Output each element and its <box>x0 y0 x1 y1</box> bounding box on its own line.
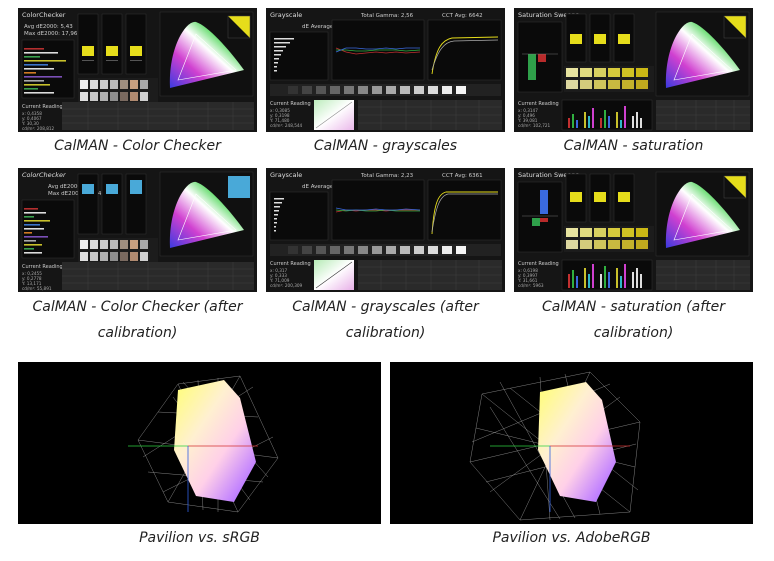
reading-Y: Y: 71,480 <box>269 118 290 123</box>
reading-luminance: cd/m²: 208,812 <box>22 126 55 131</box>
current-reading-label: Current Reading <box>518 261 559 267</box>
reading-luminance: cd/m²: 248,544 <box>270 123 303 128</box>
reading-y: y: 0,3997 <box>518 273 538 278</box>
max-de-label: Max dE2000: 10,04 <box>48 191 102 197</box>
cct-average-label: CCT Avg: 6361 <box>442 173 483 179</box>
reading-Y: Y: 31,661 <box>517 278 538 283</box>
de-average-label: dE Average: 3,18 <box>302 24 350 30</box>
gamut-image-srgb[interactable] <box>18 362 381 524</box>
thumbnail-colorchecker[interactable]: ColorChecker Avg dE2000: 5,43 Max dE2000… <box>18 8 257 132</box>
reading-y: y: 0,496 <box>518 113 535 118</box>
reading-y: y: 0,3198 <box>270 113 290 118</box>
reading-x: x: 0,3085 <box>270 108 290 113</box>
grayscale-swatches <box>270 84 501 96</box>
cie-chromaticity-diagram <box>655 171 750 257</box>
caption-color-checker: CalMAN - Color Checker <box>54 138 221 154</box>
panel-title: Saturation Sweeps <box>518 171 580 179</box>
avg-de-label: Avg dE2000: 5,43 <box>24 24 73 30</box>
cie-mini <box>314 100 354 130</box>
data-table <box>358 260 502 290</box>
panel-title: Grayscale <box>270 171 302 179</box>
swatch-grid <box>78 78 158 104</box>
thumbnail-colorchecker-after[interactable]: ColorChecker Avg dE2000: 5,7 Max dE2000:… <box>18 168 257 292</box>
total-gamma-label: Total Gamma: 2,56 <box>360 13 414 19</box>
thumbnail-grayscale[interactable]: Grayscale dE Average: 3,18 Total Gamma: … <box>266 8 505 132</box>
reading-y: y: 0,4067 <box>22 116 42 121</box>
swatch-grid <box>78 238 158 264</box>
current-reading-label: Current Reading <box>270 261 311 267</box>
data-table <box>62 102 254 130</box>
cct-average-label: CCT Avg: 6642 <box>442 13 483 19</box>
reading-luminance: cd/m²: 200,309 <box>270 283 303 288</box>
caption-saturation-after: CalMAN - saturation (after calibration) <box>542 299 725 341</box>
reading-x: x: 0,4358 <box>22 111 42 116</box>
gamma-chart <box>431 36 499 75</box>
cie-chromaticity-diagram <box>159 171 254 257</box>
caption-grayscales: CalMAN - grayscales <box>313 138 458 154</box>
reading-luminance: cd/m²: 102,721 <box>518 123 551 128</box>
de-average-label: dE Average: 1,14 <box>302 184 350 190</box>
panel-title: Saturation Sweeps <box>518 11 580 19</box>
grayscale-swatches <box>270 244 501 256</box>
reading-x: x: 0,317 <box>270 268 288 273</box>
caption-pavilion-vs-srgb: Pavilion vs. sRGB <box>139 530 260 546</box>
saturation-swatches <box>564 226 654 252</box>
caption-pavilion-vs-adobergb: Pavilion vs. AdobeRGB <box>492 530 651 546</box>
de-bars <box>274 38 294 72</box>
solid-gamut <box>174 380 256 502</box>
saturation-de-bars <box>561 99 653 131</box>
data-table <box>62 262 254 290</box>
current-reading-label: Current Reading <box>518 101 559 107</box>
caption-grayscales-after: CalMAN - grayscales (after calibration) <box>292 299 479 341</box>
saturation-swatches <box>564 66 654 92</box>
solid-gamut <box>538 382 616 502</box>
reading-luminance: cd/m²: 5963 <box>518 283 544 288</box>
reading-luminance: cd/m²: 55,891 <box>22 286 52 291</box>
saturation-de-bars <box>561 259 653 291</box>
current-reading-label: Current Reading <box>22 264 63 270</box>
data-table <box>656 100 750 130</box>
color-swatch <box>82 46 94 56</box>
current-reading-label: Current Reading <box>22 104 63 110</box>
caption-color-checker-after: CalMAN - Color Checker (after calibratio… <box>32 299 243 341</box>
caption-saturation: CalMAN - saturation <box>563 138 704 154</box>
reading-Y: Y: 71,009 <box>269 278 290 283</box>
reading-Y: Y: 39,081 <box>517 118 538 123</box>
thumbnail-saturation[interactable]: Saturation Sweeps Current Reading x: 0,3… <box>514 8 753 132</box>
rgb-level-bars <box>522 53 558 80</box>
rgb-level-bars <box>522 190 558 226</box>
rgb-balance-chart <box>335 207 421 213</box>
reading-x: x: 0,3147 <box>518 108 538 113</box>
cie-chromaticity-diagram <box>655 11 750 97</box>
data-table <box>358 100 502 130</box>
cie-mini <box>314 260 354 290</box>
reading-x: x: 0,6198 <box>518 268 538 273</box>
de-bars <box>24 208 50 254</box>
panel-title: ColorChecker <box>22 11 66 19</box>
panel-title: ColorChecker <box>22 171 67 179</box>
reading-Y: Y: 30,30 <box>21 121 39 126</box>
avg-de-label: Avg dE2000: 5,7 <box>48 184 94 190</box>
gamma-chart <box>431 191 498 235</box>
rgb-balance-chart <box>335 47 421 55</box>
thumbnail-grayscale-after[interactable]: Grayscale dE Average: 1,14 Total Gamma: … <box>266 168 505 292</box>
cie-chromaticity-diagram <box>159 11 254 97</box>
reading-x: x: 0,2455 <box>22 271 42 276</box>
total-gamma-label: Total Gamma: 2,23 <box>360 173 414 179</box>
color-swatch <box>130 46 142 56</box>
current-reading-label: Current Reading <box>270 101 311 107</box>
de-bars <box>24 48 66 94</box>
de-bars <box>274 198 284 232</box>
reading-y: y: 0,2778 <box>22 276 42 281</box>
data-table <box>656 260 750 290</box>
color-swatch <box>106 46 118 56</box>
gamut-image-adobergb[interactable] <box>390 362 753 524</box>
reading-y: y: 0,333 <box>270 273 287 278</box>
reading-Y: Y: 13,171 <box>21 281 42 286</box>
panel-title: Grayscale <box>270 11 302 19</box>
thumbnail-saturation-after[interactable]: Saturation Sweeps Current Reading x: 0,6… <box>514 168 753 292</box>
max-de-label: Max dE2000: 17,96 <box>24 31 78 37</box>
